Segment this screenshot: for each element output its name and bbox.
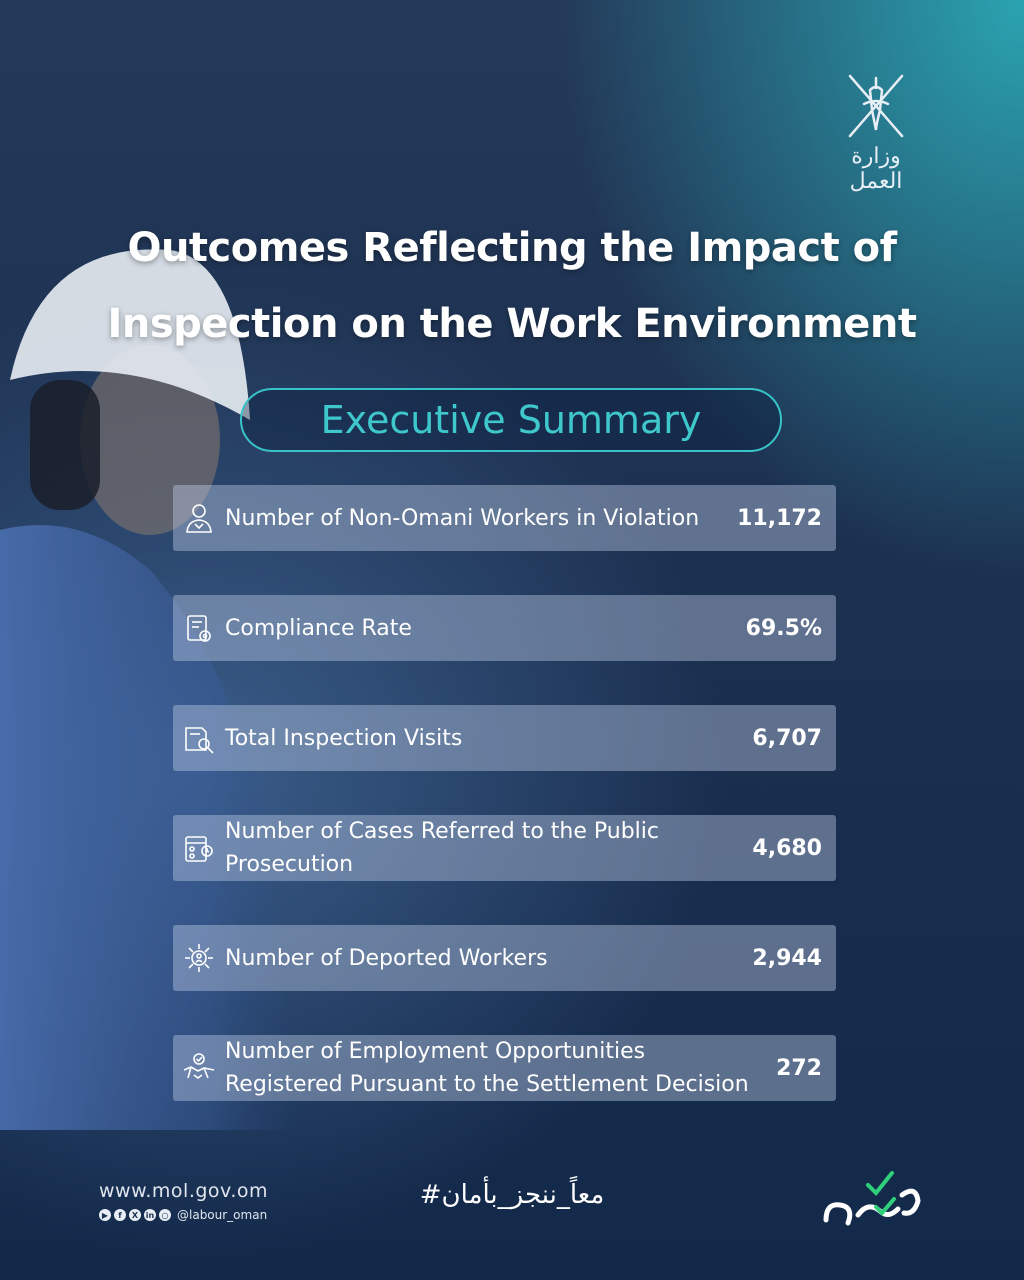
social-links: ▶ f X in ○ @labour_oman [99,1208,268,1222]
website-url[interactable]: www.mol.gov.om [99,1180,268,1202]
page-title: Outcomes Reflecting the Impact of Inspec… [0,210,1024,362]
ministry-emblem: وزارة العمل [836,70,916,194]
facebook-icon[interactable]: f [114,1209,126,1221]
executive-summary-pill: Executive Summary [240,388,782,452]
footer-contact: www.mol.gov.om ▶ f X in ○ @labour_oman [99,1180,268,1222]
calendar-people-icon [173,815,225,881]
stat-label: Number of Cases Referred to the Public P… [225,819,659,877]
stat-row-public-prosecution: Number of Cases Referred to the Public P… [173,815,836,881]
stat-value: 6,707 [752,725,822,751]
stat-row-deported-workers: Number of Deported Workers 2,944 [173,925,836,991]
stat-row-non-omani-violation: Number of Non-Omani Workers in Violation… [173,485,836,551]
worker-photo [0,249,300,1130]
title-line-2: Inspection on the Work Environment [107,301,918,347]
stat-label-line-1: Number of Employment Opportunities [225,1039,646,1064]
x-icon[interactable]: X [129,1209,141,1221]
clipboard-gear-icon [173,595,225,661]
stat-value: 11,172 [737,505,822,531]
campaign-hashtag: #معاً_ننجز_بأمان [419,1180,605,1210]
stat-row-compliance-rate: Compliance Rate 69.5% [173,595,836,661]
handshake-check-icon [173,1035,225,1101]
stat-label: Number of Non-Omani Workers in Violation [225,505,700,531]
stat-value: 4,680 [752,835,822,861]
stat-row-inspection-visits: Total Inspection Visits 6,707 [173,705,836,771]
stat-row-employment-opportunities: Number of Employment Opportunities Regis… [173,1035,836,1101]
stat-label-line-2: Registered Pursuant to the Settlement De… [225,1072,749,1097]
stat-label: Total Inspection Visits [225,725,463,751]
khanjar-emblem-icon [848,74,904,138]
stat-label: Number of Employment Opportunities Regis… [225,1035,776,1101]
person-network-icon [173,925,225,991]
stat-value: 272 [776,1055,822,1081]
title-line-1: Outcomes Reflecting the Impact of [127,225,897,271]
linkedin-icon[interactable]: in [144,1209,156,1221]
social-handle[interactable]: @labour_oman [177,1208,268,1222]
instagram-icon[interactable]: ○ [159,1209,171,1221]
document-search-icon [173,705,225,771]
worker-badge-icon [173,485,225,551]
ministry-name: وزارة العمل [849,144,903,194]
stat-label: Number of Deported Workers [225,945,548,971]
campaign-logo [823,1171,921,1226]
stat-value: 69.5% [745,615,822,641]
stat-label: Compliance Rate [225,615,412,641]
youtube-icon[interactable]: ▶ [99,1209,111,1221]
stat-value: 2,944 [752,945,822,971]
